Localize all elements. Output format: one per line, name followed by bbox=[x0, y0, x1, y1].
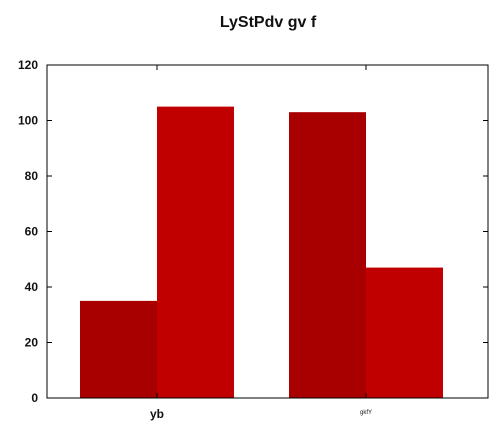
bar-yb-series-1 bbox=[80, 300, 157, 398]
y-axis: 0 20 40 60 80 100 120 bbox=[18, 58, 488, 405]
y-tick-label: 100 bbox=[18, 114, 38, 128]
chart-title: LyStPdv gv f bbox=[220, 14, 317, 31]
x-axis: yb gkfY bbox=[150, 65, 372, 421]
y-tick-label: 0 bbox=[31, 391, 38, 405]
bar-yb-series-2 bbox=[157, 106, 234, 398]
x-tick-label: gkfY bbox=[360, 410, 372, 416]
y-tick-label: 60 bbox=[25, 225, 39, 239]
y-tick-label: 120 bbox=[18, 58, 38, 72]
bars-group bbox=[80, 106, 443, 399]
y-tick-label: 40 bbox=[25, 280, 39, 294]
y-tick-label: 80 bbox=[25, 169, 39, 183]
bar-gkfY-series-2 bbox=[366, 267, 443, 398]
x-tick-label: yb bbox=[150, 407, 164, 421]
y-tick-label: 20 bbox=[25, 336, 39, 350]
bar-gkfY-series-1 bbox=[289, 112, 366, 399]
